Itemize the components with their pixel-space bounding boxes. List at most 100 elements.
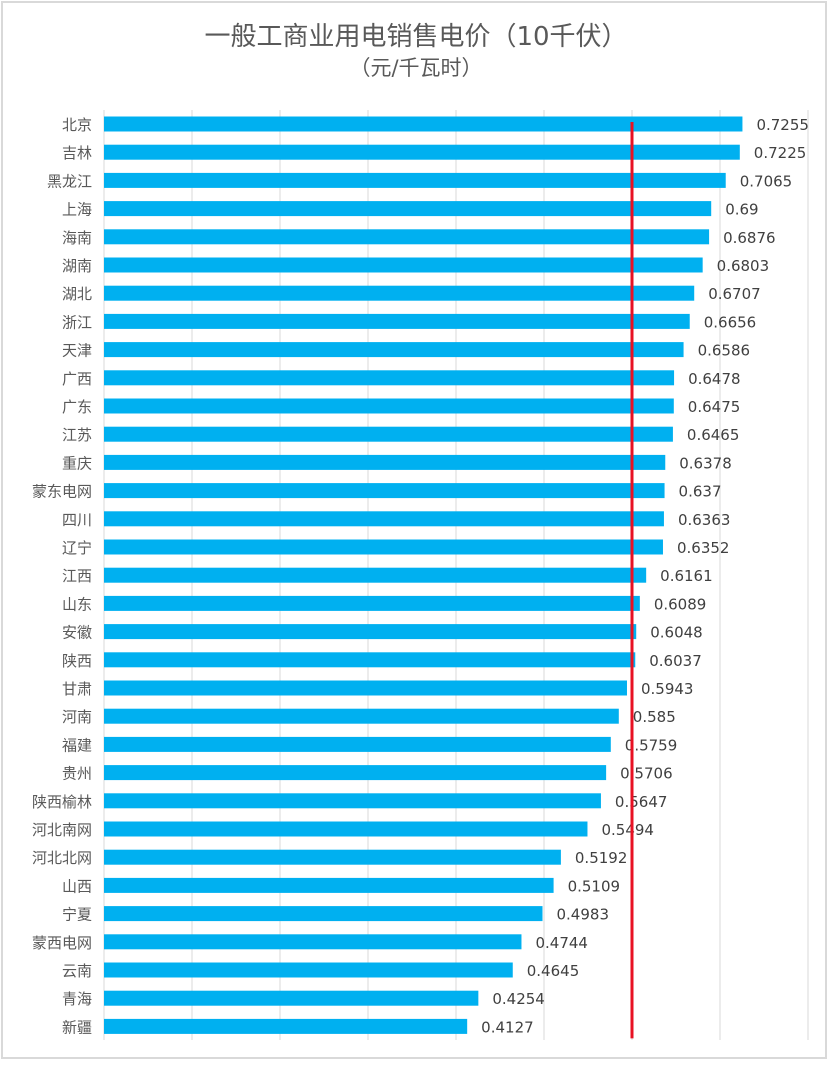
- category-label: 甘肃: [62, 680, 92, 698]
- category-label: 江西: [62, 567, 92, 585]
- data-label: 0.5647: [615, 793, 668, 811]
- category-label: 辽宁: [62, 539, 92, 557]
- category-label: 新疆: [62, 1018, 92, 1036]
- data-label: 0.6586: [698, 342, 751, 360]
- bar: [104, 962, 513, 978]
- bar: [104, 906, 543, 922]
- bar: [104, 116, 743, 132]
- bar: [104, 567, 647, 583]
- category-label: 黑龙江: [47, 172, 92, 190]
- category-label: 云南: [62, 962, 92, 980]
- bar: [104, 144, 740, 160]
- category-label: 河北南网: [32, 821, 92, 839]
- data-label: 0.5759: [625, 736, 678, 754]
- bar: [104, 257, 703, 273]
- chart-subtitle: （元/千瓦时）: [349, 56, 483, 80]
- bar: [104, 511, 664, 527]
- bar: [104, 201, 712, 217]
- bar: [104, 765, 607, 781]
- data-label: 0.6378: [679, 454, 732, 472]
- bar: [104, 342, 684, 358]
- data-label: 0.5494: [601, 821, 654, 839]
- bar: [104, 821, 588, 837]
- bar: [104, 398, 674, 414]
- category-label: 宁夏: [62, 906, 92, 924]
- category-label: 上海: [62, 201, 92, 219]
- category-label: 江苏: [62, 426, 92, 444]
- bar: [104, 229, 710, 245]
- data-label: 0.5943: [641, 680, 694, 698]
- data-label: 0.4254: [492, 990, 545, 1008]
- category-label: 河北北网: [32, 849, 92, 867]
- category-label: 天津: [62, 342, 92, 360]
- category-label: 四川: [62, 511, 92, 529]
- category-label: 重庆: [62, 454, 92, 472]
- data-label: 0.7225: [754, 144, 807, 162]
- bar: [104, 1018, 468, 1034]
- category-label: 蒙东电网: [32, 483, 92, 501]
- bar: [104, 285, 695, 301]
- category-label: 安徽: [62, 624, 92, 642]
- bar: [104, 426, 673, 442]
- bar: [104, 934, 522, 950]
- bar: [104, 539, 663, 555]
- category-label: 海南: [62, 229, 92, 247]
- data-label: 0.6048: [650, 624, 703, 642]
- category-label: 浙江: [62, 313, 92, 331]
- data-label: 0.5109: [568, 877, 621, 895]
- data-label: 0.585: [633, 708, 676, 726]
- data-label: 0.6037: [649, 652, 702, 670]
- category-label: 陕西榆林: [32, 793, 92, 811]
- bar: [104, 313, 690, 329]
- data-label: 0.5706: [620, 765, 673, 783]
- data-label: 0.6656: [704, 313, 757, 331]
- category-label: 湖北: [62, 285, 92, 303]
- data-label: 0.6161: [660, 567, 713, 585]
- bar: [104, 483, 665, 499]
- data-label: 0.6352: [677, 539, 730, 557]
- bar: [104, 595, 640, 611]
- bar: [104, 454, 666, 470]
- category-label: 广西: [62, 370, 92, 388]
- bar: [104, 172, 726, 188]
- data-label: 0.6478: [688, 370, 741, 388]
- category-label: 山西: [62, 877, 92, 895]
- data-label: 0.7255: [756, 116, 809, 134]
- data-label: 0.6465: [687, 426, 740, 444]
- category-label: 河南: [62, 708, 92, 726]
- bar: [104, 849, 561, 865]
- data-label: 0.637: [679, 483, 722, 501]
- category-label: 福建: [62, 736, 92, 754]
- data-label: 0.6089: [654, 595, 707, 613]
- data-label: 0.6803: [717, 257, 770, 275]
- data-label: 0.4127: [481, 1018, 534, 1036]
- bar: [104, 793, 601, 809]
- category-label: 北京: [62, 116, 92, 134]
- category-label: 贵州: [62, 765, 92, 783]
- bar: [104, 652, 636, 668]
- data-label: 0.6475: [688, 398, 741, 416]
- data-label: 0.6363: [678, 511, 731, 529]
- data-label: 0.4983: [557, 906, 610, 924]
- data-label: 0.7065: [740, 172, 793, 190]
- category-label: 蒙西电网: [32, 934, 92, 952]
- bar: [104, 736, 611, 752]
- data-label: 0.4744: [535, 934, 588, 952]
- bar: [104, 624, 637, 640]
- bar: [104, 680, 627, 696]
- data-label: 0.69: [725, 201, 758, 219]
- category-label: 湖南: [62, 257, 92, 275]
- data-label: 0.4645: [527, 962, 580, 980]
- category-label: 吉林: [62, 144, 92, 162]
- data-label: 0.5192: [575, 849, 628, 867]
- category-label: 陕西: [62, 652, 92, 670]
- bar: [104, 708, 619, 724]
- data-label: 0.6707: [708, 285, 761, 303]
- category-label: 青海: [62, 990, 92, 1008]
- data-label: 0.6876: [723, 229, 776, 247]
- chart-title: 一般工商业用电销售电价（10千伏）: [204, 22, 628, 52]
- bar: [104, 877, 554, 893]
- category-label: 广东: [62, 398, 92, 416]
- bar: [104, 370, 675, 386]
